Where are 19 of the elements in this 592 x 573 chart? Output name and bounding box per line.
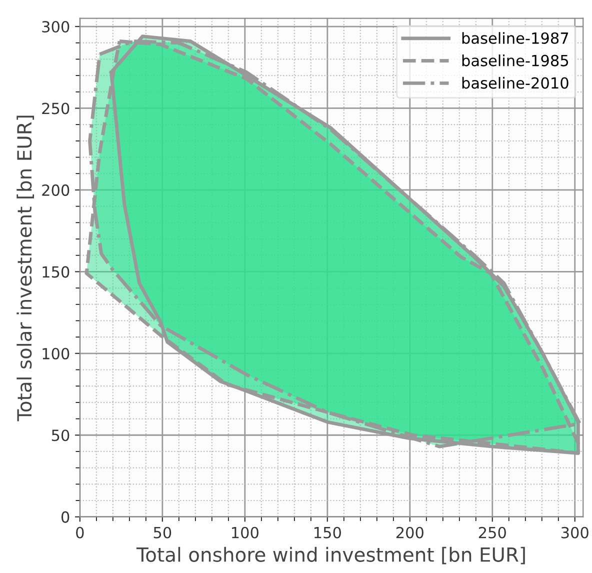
y-tick-label: 300	[42, 20, 70, 33]
y-tick-label: 150	[42, 266, 70, 278]
y-tick-label: 50	[52, 430, 70, 442]
x-tick-label: 0	[76, 526, 84, 538]
legend-label: baseline-1985	[462, 54, 568, 66]
y-axis-title: Total solar investment [bn EUR]	[16, 116, 34, 422]
x-tick-label: 100	[232, 526, 258, 538]
x-tick-label: 300	[561, 526, 588, 538]
x-tick-label: 250	[478, 526, 506, 538]
x-tick-label: 50	[154, 526, 172, 538]
y-tick-label: 0	[61, 511, 70, 523]
x-axis-title: Total onshore wind investment [bn EUR]	[136, 546, 525, 564]
y-tick-label: 100	[42, 348, 70, 360]
y-tick-label: 250	[42, 102, 70, 114]
x-tick-label: 200	[396, 526, 424, 538]
legend-label: baseline-1987	[462, 32, 568, 44]
x-tick-label: 150	[314, 526, 341, 538]
y-tick-label: 200	[42, 184, 70, 196]
legend-label: baseline-2010	[462, 76, 568, 89]
